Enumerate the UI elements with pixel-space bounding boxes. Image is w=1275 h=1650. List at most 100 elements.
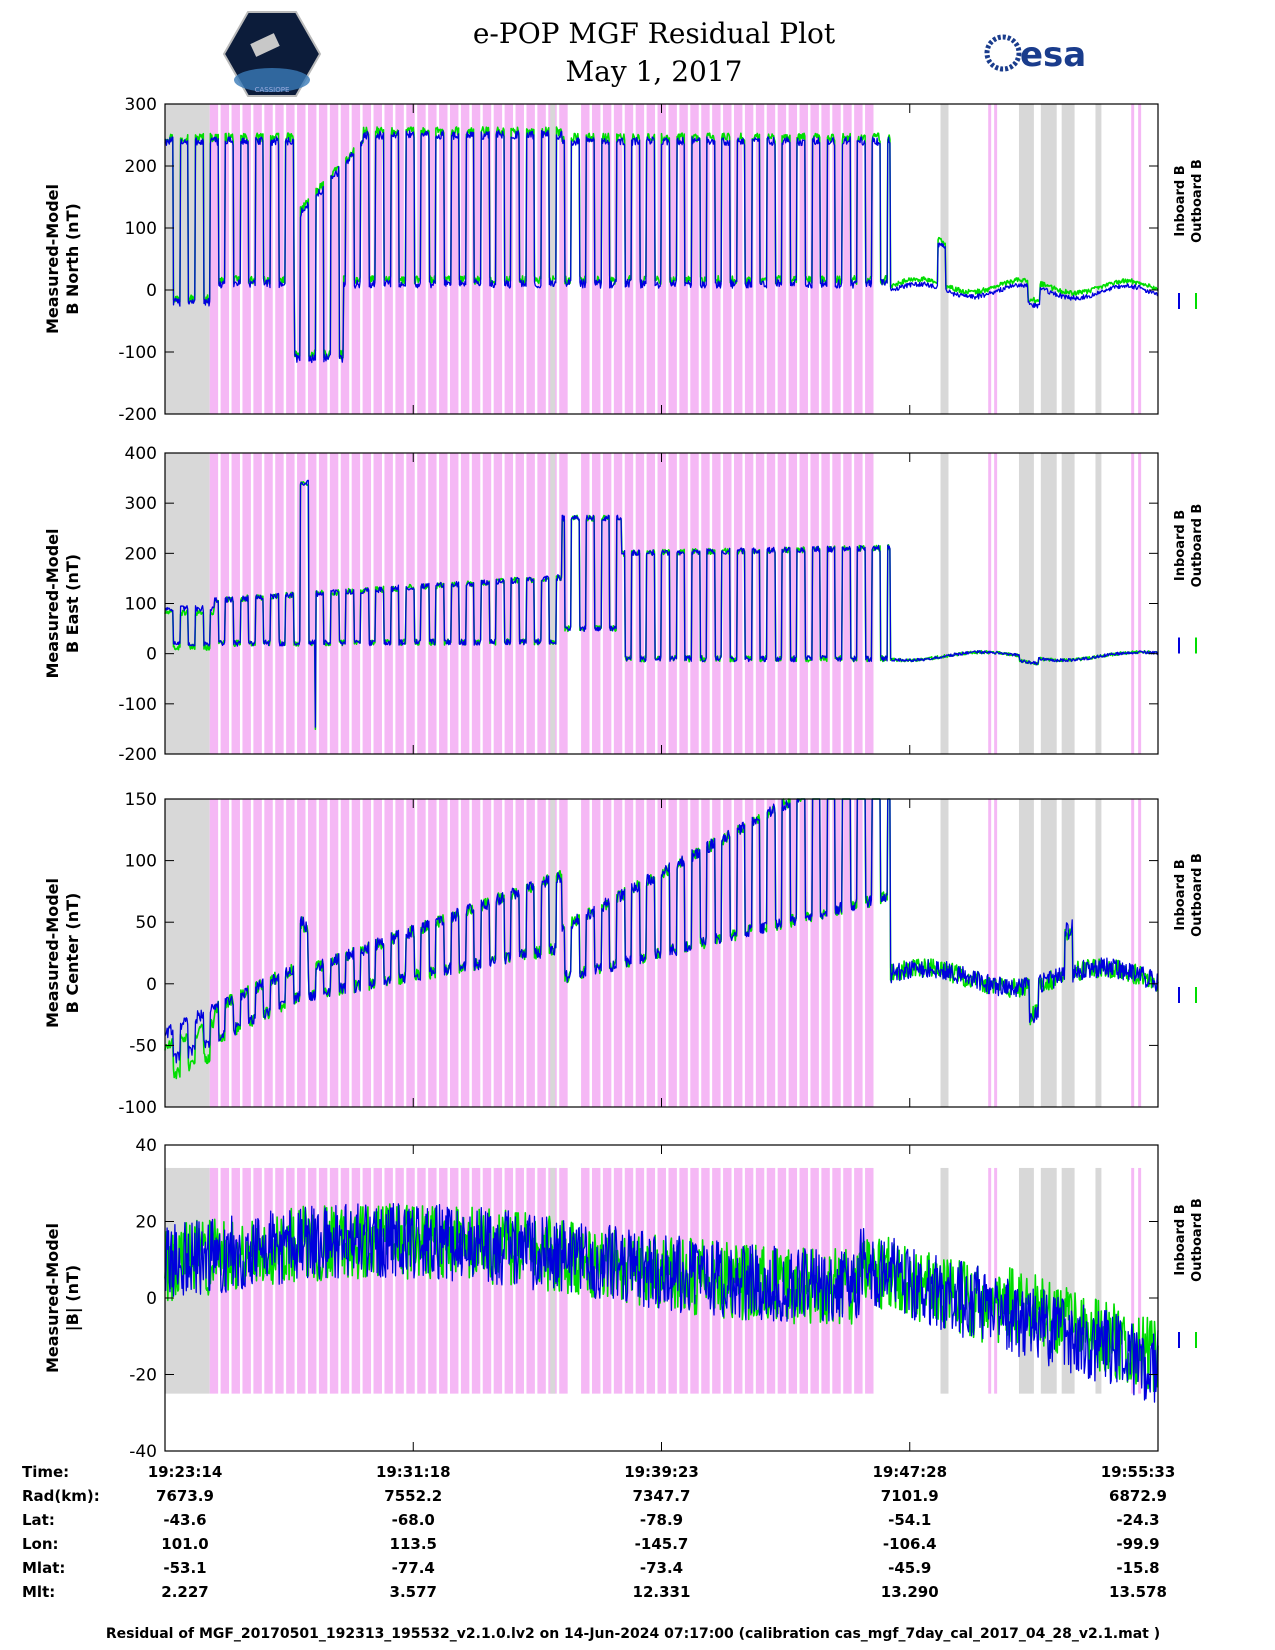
panel-4: 40 20 0 -20 -40 Measured-Model|B| (nT) Inboard… xyxy=(43,1136,1205,1462)
table-cell: 101.0 xyxy=(161,1535,208,1553)
time-band xyxy=(406,104,415,414)
time-band xyxy=(1061,104,1075,414)
time-band xyxy=(591,799,601,1107)
table-cell: 13.578 xyxy=(1109,1583,1167,1601)
table-cell: 19:23:14 xyxy=(148,1463,223,1481)
time-band xyxy=(253,453,262,754)
time-band xyxy=(471,799,481,1107)
time-band xyxy=(624,104,634,414)
y-axis-label-line2: B East (nT) xyxy=(63,554,82,653)
time-band xyxy=(439,799,448,1107)
time-band xyxy=(307,1167,317,1394)
time-band xyxy=(471,104,481,414)
time-band xyxy=(384,799,393,1107)
table-cell: 6872.9 xyxy=(1109,1487,1167,1505)
y-tick-label: -200 xyxy=(118,405,157,425)
panel-3: 150 100 50 0 -50 -100 Measured-ModelB Center (… xyxy=(43,790,1205,1118)
time-band xyxy=(994,453,998,754)
time-band xyxy=(329,453,339,754)
time-band xyxy=(1095,104,1102,414)
time-band xyxy=(712,799,721,1107)
time-band xyxy=(723,104,732,414)
time-band xyxy=(733,799,743,1107)
time-band xyxy=(449,104,459,414)
time-band xyxy=(766,104,776,414)
time-band xyxy=(755,799,765,1107)
time-band xyxy=(988,1167,992,1394)
time-band xyxy=(253,799,262,1107)
y-tick-label: -40 xyxy=(129,1442,157,1462)
time-band xyxy=(384,1167,393,1394)
time-band xyxy=(723,453,732,754)
table-cell: -54.1 xyxy=(888,1511,931,1529)
legend-label-outboard: Outboard B xyxy=(1190,1198,1205,1282)
time-band xyxy=(679,104,688,414)
time-band xyxy=(384,104,393,414)
time-band xyxy=(275,453,284,754)
time-band xyxy=(428,104,437,414)
time-band xyxy=(351,1167,361,1394)
time-band xyxy=(242,1167,251,1394)
time-band xyxy=(493,104,503,414)
time-band xyxy=(307,104,317,414)
time-band xyxy=(493,799,503,1107)
time-band xyxy=(591,104,601,414)
time-band xyxy=(373,104,382,414)
time-band xyxy=(679,799,688,1107)
y-tick-label: 300 xyxy=(125,95,157,115)
y-tick-label: 150 xyxy=(125,790,157,810)
time-band xyxy=(1131,1167,1135,1394)
time-band xyxy=(329,799,339,1107)
y-tick-label: 20 xyxy=(135,1213,157,1233)
time-band xyxy=(799,453,808,754)
time-band xyxy=(799,104,808,414)
time-band xyxy=(362,453,372,754)
time-band xyxy=(286,453,295,754)
time-band xyxy=(449,1167,459,1394)
time-band xyxy=(701,104,710,414)
y-tick-label: -20 xyxy=(129,1366,157,1386)
table-cell: -15.8 xyxy=(1116,1559,1159,1577)
y-tick-label: -100 xyxy=(118,1098,157,1118)
y-tick-label: 300 xyxy=(125,494,157,514)
time-band xyxy=(988,104,992,414)
y-tick-label: 40 xyxy=(135,1136,157,1156)
time-band xyxy=(307,799,317,1107)
time-band xyxy=(744,104,754,414)
time-band xyxy=(526,104,535,414)
time-band xyxy=(766,453,776,754)
time-band xyxy=(1095,799,1102,1107)
time-band xyxy=(843,799,852,1107)
time-band xyxy=(286,104,295,414)
time-band xyxy=(297,1167,306,1394)
time-band xyxy=(701,799,710,1107)
table-cell: 19:39:23 xyxy=(624,1463,699,1481)
y-tick-label: 100 xyxy=(125,595,157,615)
time-band xyxy=(657,799,666,1107)
y-axis-label-line2: B Center (nT) xyxy=(63,893,82,1014)
time-band xyxy=(712,104,721,414)
y-axis-label: Measured-ModelB Center (nT) xyxy=(43,878,82,1028)
time-band xyxy=(449,453,459,754)
time-band xyxy=(1095,453,1102,754)
time-band xyxy=(373,453,382,754)
y-tick-label: 0 xyxy=(146,281,157,301)
y-axis-label-line1: Measured-Model xyxy=(43,528,62,678)
table-cell: -43.6 xyxy=(163,1511,206,1529)
time-band xyxy=(581,1167,590,1394)
table-cell: 19:47:28 xyxy=(872,1463,947,1481)
y-tick-label: -100 xyxy=(118,343,157,363)
y-axis-label-line1: Measured-Model xyxy=(43,878,62,1028)
table-cell: 3.577 xyxy=(390,1583,437,1601)
time-band xyxy=(526,1167,535,1394)
table-cell: -78.9 xyxy=(640,1511,683,1529)
table-row-label: Lat: xyxy=(22,1511,55,1529)
time-band xyxy=(843,453,852,754)
panel-1: 300 200 100 0 -100 -200 Measured-ModelB North … xyxy=(43,95,1205,425)
time-band xyxy=(690,104,699,414)
table-cell: 7347.7 xyxy=(633,1487,691,1505)
y-axis-label: Measured-Model|B| (nT) xyxy=(43,1223,83,1373)
y-tick-label: 100 xyxy=(125,219,157,239)
time-bands xyxy=(165,104,1142,414)
time-band xyxy=(428,1167,437,1394)
